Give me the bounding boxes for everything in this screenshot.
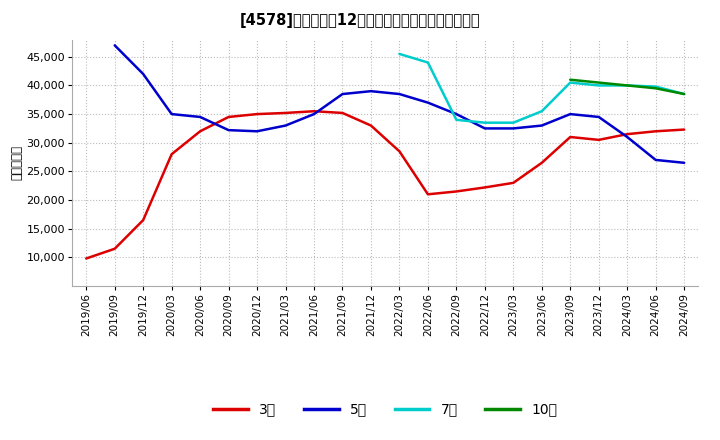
Y-axis label: （百万円）: （百万円） (11, 145, 24, 180)
Text: [4578]　経常利益12か月移動合計の標準偶差の推移: [4578] 経常利益12か月移動合計の標準偶差の推移 (240, 13, 480, 28)
Legend: 3年, 5年, 7年, 10年: 3年, 5年, 7年, 10年 (207, 397, 563, 422)
